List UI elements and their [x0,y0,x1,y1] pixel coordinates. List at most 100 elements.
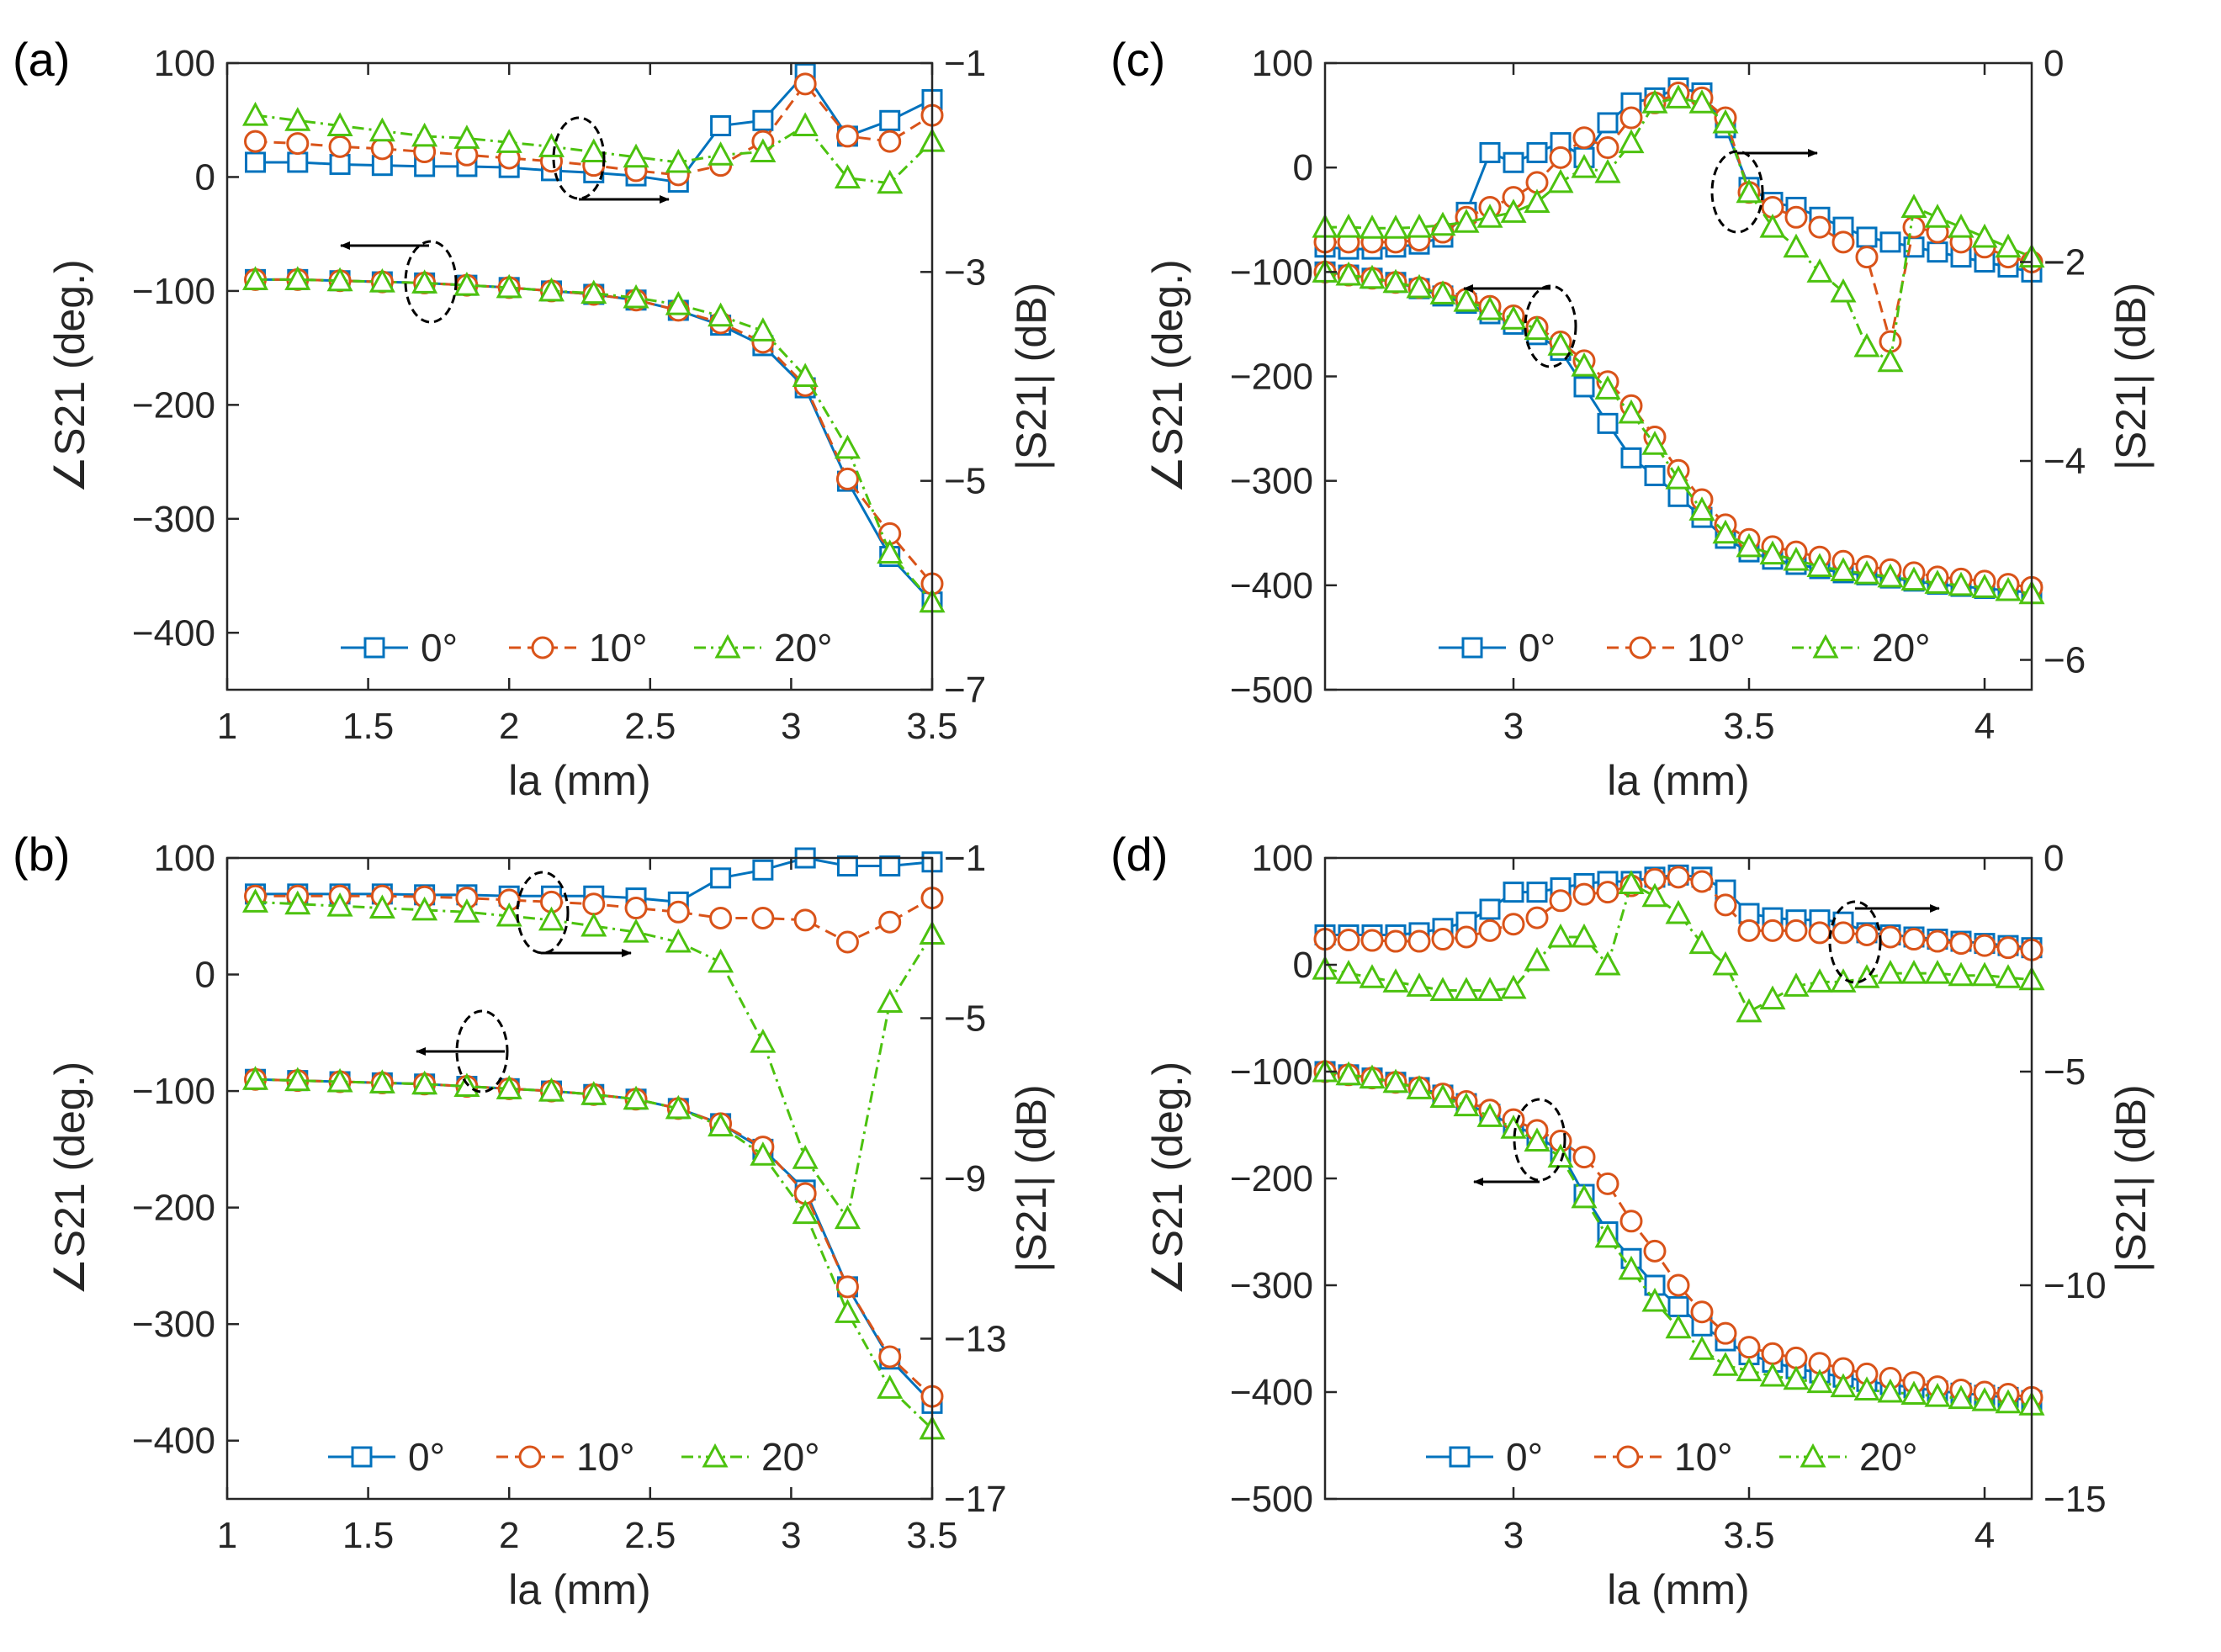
magnitude-point [665,928,692,953]
magnitude-point [624,897,648,920]
x-axis-label: la (mm) [1607,1566,1749,1613]
magnitude-point [878,910,902,934]
phase-point [877,1374,904,1399]
phase-point [1643,1239,1667,1263]
legend-label: 10° [589,626,648,670]
magnitude-point [1382,968,1409,993]
magnitude-point [1948,213,1975,238]
phase-point [834,434,861,459]
magnitude-point [1406,213,1433,238]
magnitude-point [1641,89,1668,114]
y-left-tick-label: −400 [132,1421,215,1462]
phase-point [1382,1068,1409,1093]
phase-point [1900,1380,1927,1406]
magnitude-point [1479,141,1501,163]
phase-point [1924,1382,1951,1407]
magnitude-point [1453,209,1480,233]
phase-point [1948,571,1975,596]
legend-marker [714,633,741,659]
magnitude-point [580,912,607,937]
x-tick-label: 4 [1975,706,1995,747]
annotation-ellipse [404,240,458,324]
magnitude-point [1808,921,1831,945]
magnitude-point [1547,923,1574,948]
phase-point [1500,1115,1527,1139]
magnitude-point [1949,932,1973,956]
magnitude-point [751,906,775,929]
magnitude-point [1688,929,1715,955]
y-right-tick-label: −17 [944,1479,1007,1520]
y-left-tick-label: −200 [132,384,215,426]
magnitude-point [879,109,901,131]
magnitude-point [1619,106,1643,130]
magnitude-point [708,141,734,166]
phase-line-1 [1324,270,2033,589]
magnitude-point [750,1028,777,1053]
magnitude-point [326,892,353,917]
phase-point [1784,1346,1808,1369]
phase-point [1761,1342,1784,1365]
y-left-tick-label: −300 [1230,1265,1313,1306]
phase-point [1667,485,1689,507]
phase-point [453,271,480,296]
y-right-tick-label: −1 [944,43,986,84]
magnitude-point [752,109,774,131]
magnitude-point [1594,950,1621,976]
phase-point [496,1075,522,1099]
phase-point [1900,566,1927,591]
phase-point [1382,268,1409,294]
legend-marker [1812,633,1839,659]
magnitude-point [242,888,269,913]
phase-point [538,277,565,302]
phase-point [1596,1172,1619,1195]
phase-point [1335,261,1362,286]
magnitude-point [1571,923,1598,948]
phase-point [1665,1314,1692,1339]
legend-label: 20° [1859,1435,1918,1479]
magnitude-point [1924,960,1951,984]
magnitude-point [242,101,269,126]
phase-line-2 [255,278,934,603]
magnitude-point [877,988,904,1013]
magnitude-point [878,130,902,153]
y-right-axis-label: |S21| (dB) [2107,1084,2155,1272]
magnitude-point [1476,204,1503,228]
annotation-ellipse [516,871,570,955]
magnitude-point [1924,204,1951,228]
axes-box [1323,61,2033,691]
magnitude-point [286,132,310,156]
annotation-ellipse [552,116,606,200]
magnitude-point [1524,946,1550,972]
magnitude-point [538,133,565,157]
legend-label: 0° [421,626,458,670]
legend-marker [1449,1446,1471,1468]
magnitude-point [836,855,858,877]
legend-label: 0° [408,1435,445,1479]
x-tick-label: 1.5 [342,1515,394,1556]
magnitude-point [1503,882,1524,903]
y-left-tick-label: 100 [1252,43,1313,84]
y-left-tick-label: −400 [1230,565,1313,606]
magnitude-point [1431,928,1455,951]
magnitude-point [245,151,267,173]
magnitude-point [1641,882,1668,908]
phase-point [1714,1321,1737,1345]
phase-line-1 [1324,1070,2033,1399]
magnitude-point [1879,231,1901,253]
magnitude-point [666,900,690,924]
phase-point [1877,1378,1904,1403]
phase-point [708,1112,734,1137]
magnitude-point [1429,977,1456,1001]
magnitude-point [665,148,692,173]
magnitude-point [1500,974,1527,999]
phase-point [1688,496,1715,521]
legend-marker [531,636,554,659]
phase-point [1667,1273,1690,1297]
magnitude-point [1665,899,1692,924]
magnitude-point [1478,919,1502,942]
legend-label: 10° [576,1435,635,1479]
magnitude-point [1877,347,1904,373]
magnitude-point [1806,258,1833,283]
annotation-ellipse [455,1009,509,1093]
magnitude-point [1759,985,1786,1010]
